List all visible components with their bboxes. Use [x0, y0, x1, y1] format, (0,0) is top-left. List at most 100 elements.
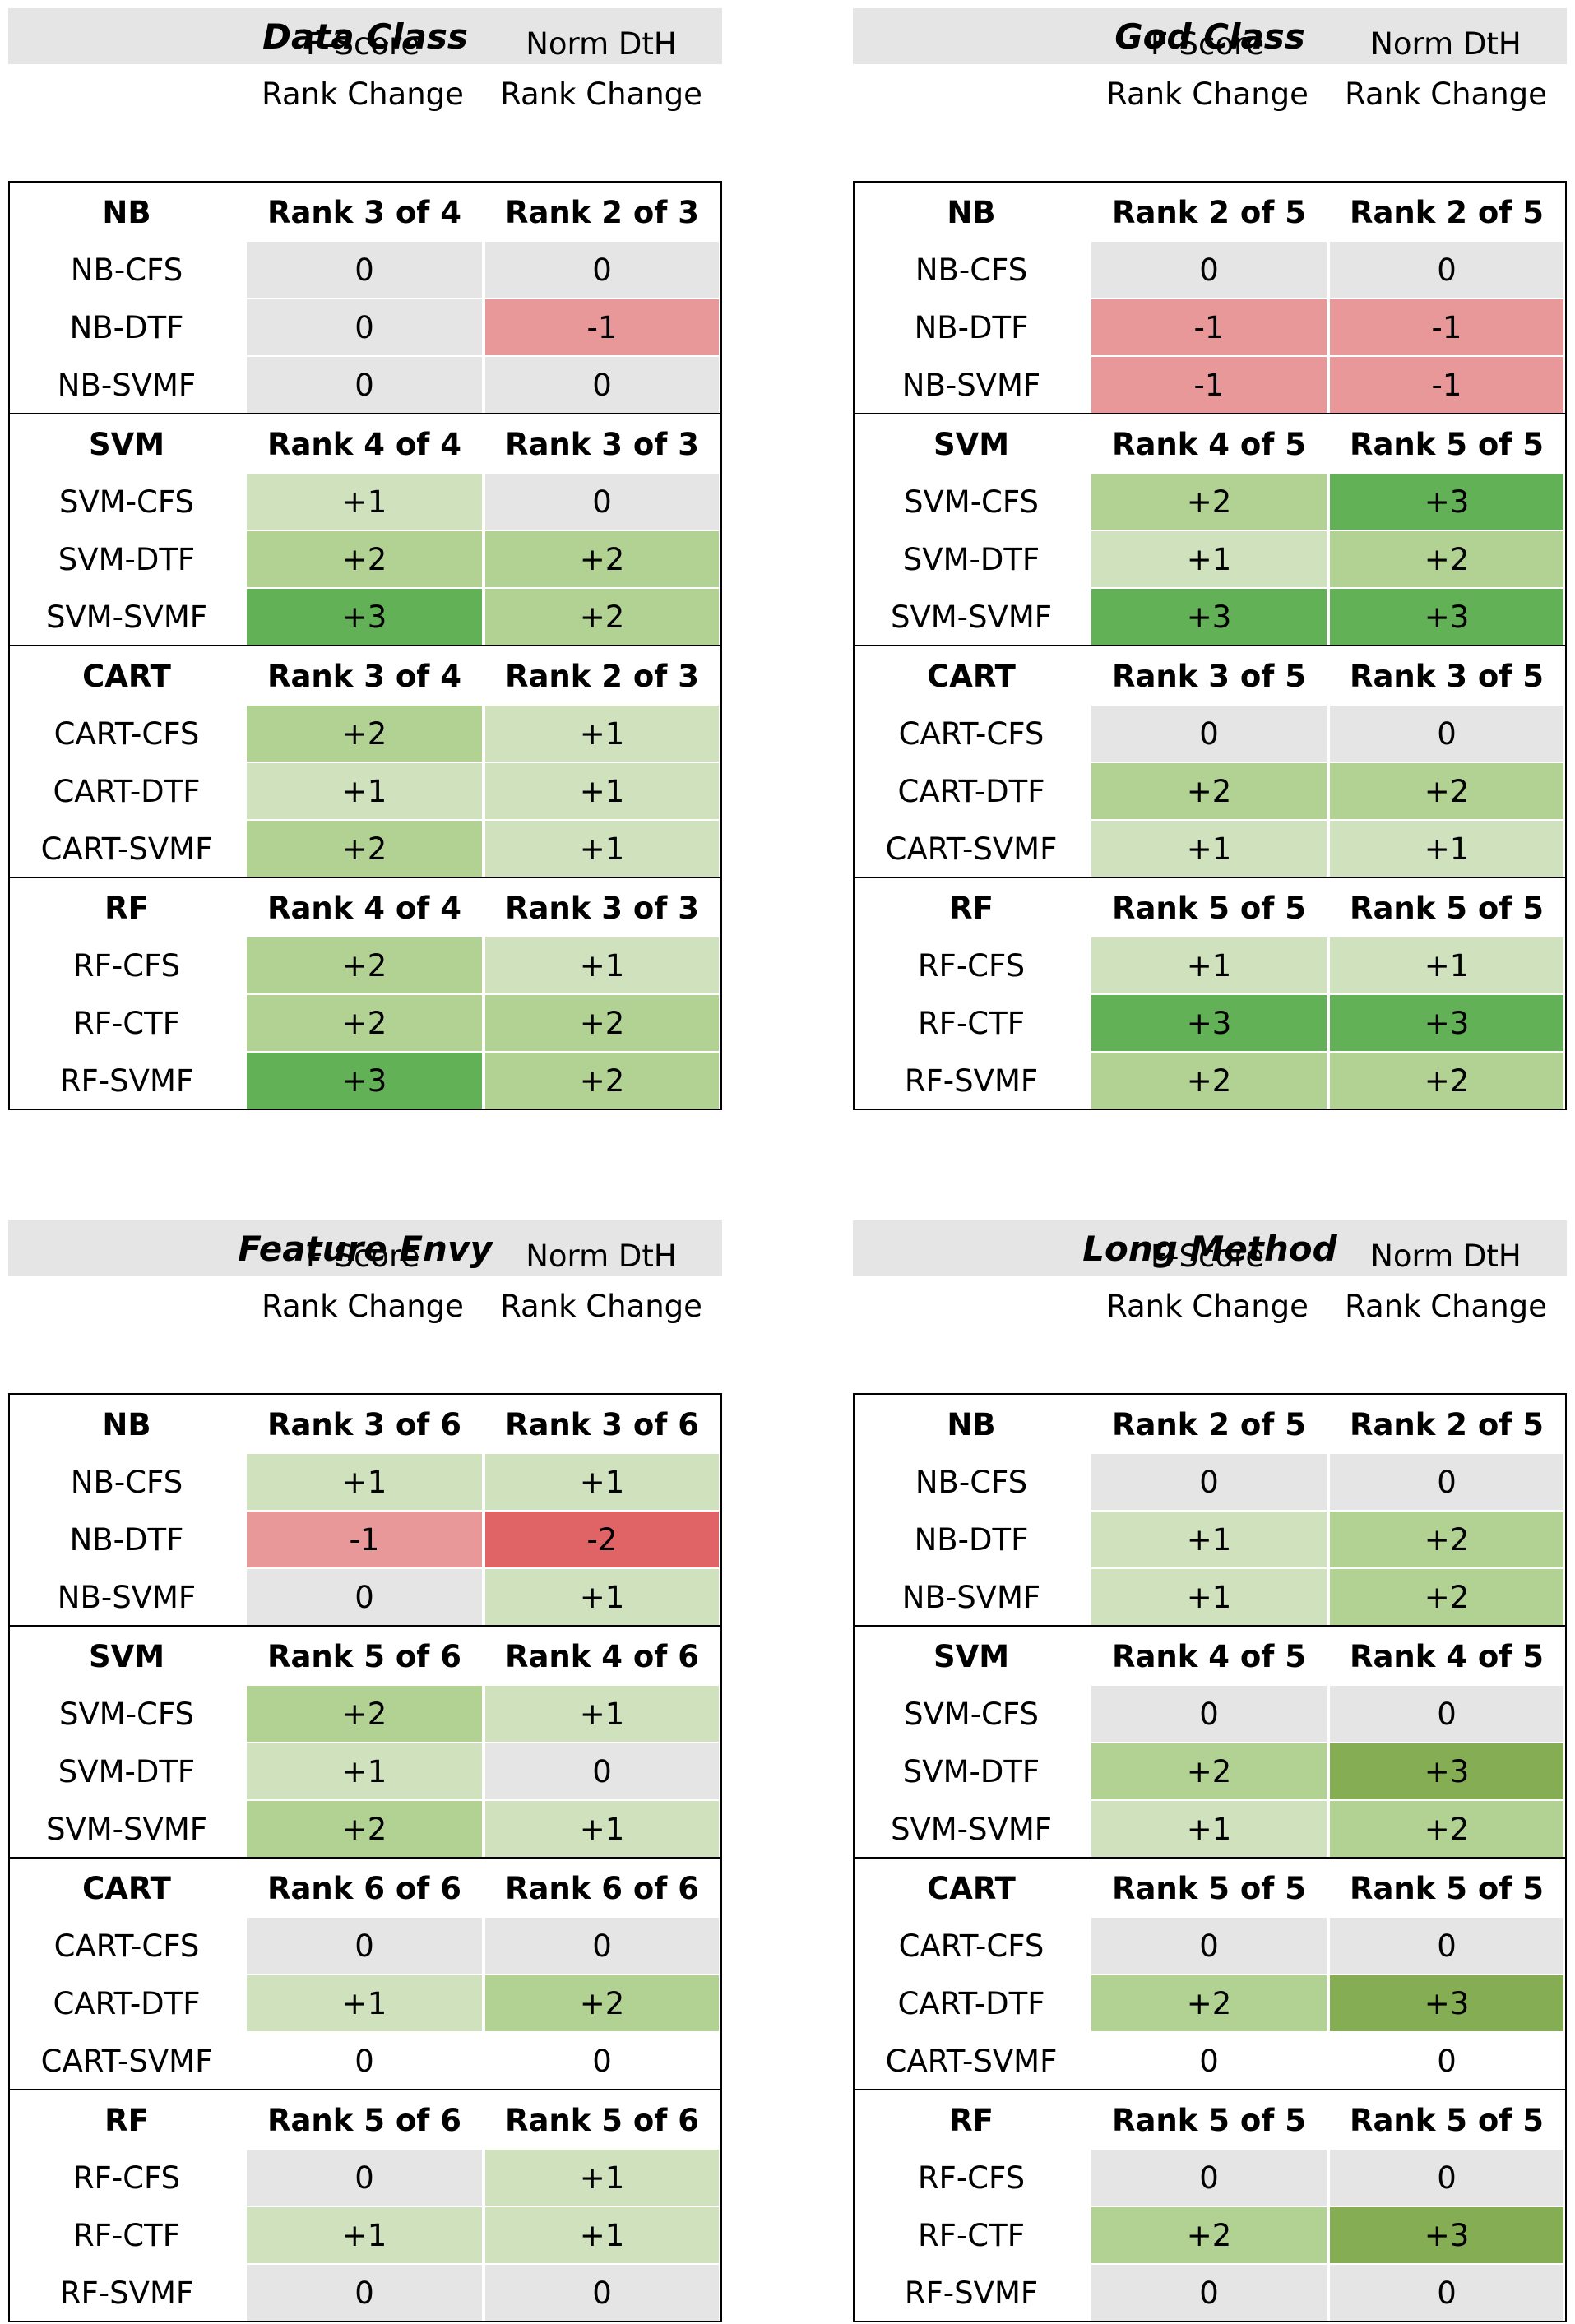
- column-header-line: Norm DtH: [1370, 1238, 1522, 1274]
- column-header-line: Rank Change: [1106, 76, 1309, 112]
- fscore-change-cell: +1: [243, 762, 482, 819]
- table-row: RF-CFS 0 +1: [10, 2148, 720, 2206]
- table-row: NB-DTF 0 -1: [10, 298, 720, 355]
- group-name: CART: [10, 646, 243, 704]
- table-row: SVM-CFS +2 +1: [10, 1684, 720, 1742]
- table-row: NB-SVMF -1 -1: [855, 355, 1565, 413]
- fscore-rank: Rank 2 of 5: [1088, 183, 1327, 240]
- group-name: NB: [855, 1395, 1088, 1452]
- normdth-change-cell: 0: [1327, 2148, 1563, 2206]
- column-header-line: F-Score: [305, 26, 420, 62]
- fscore-change-cell: 0: [1088, 2031, 1327, 2089]
- group-rf: RF Rank 5 of 6 Rank 5 of 6 RF-CFS 0 +1 RF-CTF +…: [10, 2089, 720, 2321]
- normdth-change-cell: +3: [1327, 2206, 1563, 2263]
- table-row: SVM-DTF +2 +3: [855, 1742, 1565, 1799]
- row-label: NB-DTF: [10, 298, 243, 355]
- normdth-change-cell: 0: [482, 2263, 719, 2321]
- column-header-fscore: F-Score Rank Change: [1090, 1229, 1325, 1334]
- fscore-change-cell: 0: [243, 240, 482, 298]
- table-row: SVM-DTF +1 +2: [855, 530, 1565, 587]
- group-name: NB: [10, 183, 243, 240]
- normdth-change-cell: 0: [1327, 1684, 1563, 1742]
- column-header-line: Norm DtH: [526, 26, 677, 62]
- fscore-rank: Rank 5 of 5: [1088, 2090, 1327, 2148]
- row-label: NB-CFS: [855, 1452, 1088, 1510]
- group-name: CART: [10, 1859, 243, 1916]
- group-name: NB: [10, 1395, 243, 1452]
- table-row: RF-CFS 0 0: [855, 2148, 1565, 2206]
- table-row: SVM-CFS +2 +3: [855, 472, 1565, 530]
- normdth-change-cell: +1: [482, 2148, 719, 2206]
- group-name: RF: [855, 2090, 1088, 2148]
- fscore-rank: Rank 5 of 6: [243, 2090, 482, 2148]
- column-header-line: Rank Change: [1345, 1289, 1547, 1324]
- table-row: NB-CFS 0 0: [855, 1452, 1565, 1510]
- fscore-change-cell: -1: [1088, 355, 1327, 413]
- row-label: CART-CFS: [855, 1916, 1088, 1974]
- table-row: CART-SVMF 0 0: [10, 2031, 720, 2089]
- fscore-change-cell: 0: [1088, 1684, 1327, 1742]
- group-name: SVM: [10, 1627, 243, 1684]
- table-row: SVM-DTF +2 +2: [10, 530, 720, 587]
- row-label: SVM-CFS: [855, 1684, 1088, 1742]
- row-label: NB-CFS: [10, 240, 243, 298]
- fscore-change-cell: +3: [243, 1051, 482, 1109]
- fscore-rank: Rank 3 of 6: [243, 1395, 482, 1452]
- table-row: CART-SVMF +1 +1: [855, 819, 1565, 877]
- fscore-change-cell: 0: [1088, 2148, 1327, 2206]
- fscore-change-cell: 0: [243, 2148, 482, 2206]
- normdth-change-cell: +1: [482, 1684, 719, 1742]
- normdth-change-cell: 0: [1327, 2031, 1563, 2089]
- row-label: RF-SVMF: [855, 1051, 1088, 1109]
- table-row: RF-CTF +2 +3: [855, 2206, 1565, 2263]
- row-label: SVM-DTF: [10, 530, 243, 587]
- fscore-change-cell: +2: [243, 530, 482, 587]
- normdth-change-cell: +3: [1327, 587, 1563, 645]
- normdth-rank: Rank 5 of 5: [1327, 2090, 1563, 2148]
- table-row: CART-DTF +1 +2: [10, 1974, 720, 2031]
- normdth-change-cell: 0: [1327, 1452, 1563, 1510]
- row-label: CART-CFS: [10, 1916, 243, 1974]
- row-label: SVM-DTF: [855, 1742, 1088, 1799]
- normdth-rank: Rank 2 of 5: [1327, 183, 1563, 240]
- fscore-change-cell: +1: [1088, 1567, 1327, 1625]
- column-header-fscore: F-Score Rank Change: [245, 1229, 480, 1334]
- fscore-change-cell: 0: [1088, 1452, 1327, 1510]
- table-row: NB-DTF -1 -2: [10, 1510, 720, 1567]
- fscore-change-cell: +1: [1088, 1510, 1327, 1567]
- column-header-line: Norm DtH: [1370, 26, 1522, 62]
- fscore-change-cell: 0: [243, 1916, 482, 1974]
- fscore-rank: Rank 4 of 4: [243, 414, 482, 472]
- normdth-change-cell: +3: [1327, 993, 1563, 1051]
- normdth-rank: Rank 6 of 6: [482, 1859, 719, 1916]
- fscore-change-cell: 0: [1088, 1916, 1327, 1974]
- row-label: SVM-SVMF: [855, 587, 1088, 645]
- group-nb: NB Rank 2 of 5 Rank 2 of 5 NB-CFS 0 0 NB-DTF +1…: [855, 1395, 1565, 1625]
- fscore-rank: Rank 6 of 6: [243, 1859, 482, 1916]
- normdth-rank: Rank 5 of 5: [1327, 1859, 1563, 1916]
- normdth-rank: Rank 3 of 6: [482, 1395, 719, 1452]
- row-label: CART-SVMF: [10, 2031, 243, 2089]
- group-name: RF: [10, 878, 243, 936]
- row-label: SVM-DTF: [855, 530, 1088, 587]
- column-header-line: Rank Change: [1345, 76, 1547, 112]
- normdth-change-cell: 0: [482, 355, 719, 413]
- column-header-line: Rank Change: [262, 76, 464, 112]
- row-label: RF-SVMF: [10, 2263, 243, 2321]
- row-label: SVM-CFS: [10, 472, 243, 530]
- fscore-change-cell: -1: [1088, 298, 1327, 355]
- group-rf: RF Rank 5 of 5 Rank 5 of 5 RF-CFS 0 0 RF-CTF +2…: [855, 2089, 1565, 2321]
- fscore-change-cell: +2: [1088, 1742, 1327, 1799]
- table-row: NB-CFS +1 +1: [10, 1452, 720, 1510]
- group-header-row: RF Rank 4 of 4 Rank 3 of 3: [10, 878, 720, 936]
- normdth-change-cell: 0: [1327, 1916, 1563, 1974]
- row-label: RF-CTF: [10, 2206, 243, 2263]
- fscore-change-cell: +1: [1088, 936, 1327, 993]
- group-header-row: SVM Rank 5 of 6 Rank 4 of 6: [10, 1627, 720, 1684]
- table-row: CART-CFS 0 0: [855, 1916, 1565, 1974]
- fscore-change-cell: +1: [1088, 819, 1327, 877]
- normdth-change-cell: 0: [482, 1916, 719, 1974]
- normdth-rank: Rank 4 of 5: [1327, 1627, 1563, 1684]
- row-label: NB-CFS: [10, 1452, 243, 1510]
- group-cart: CART Rank 5 of 5 Rank 5 of 5 CART-CFS 0 0 CART…: [855, 1857, 1565, 2089]
